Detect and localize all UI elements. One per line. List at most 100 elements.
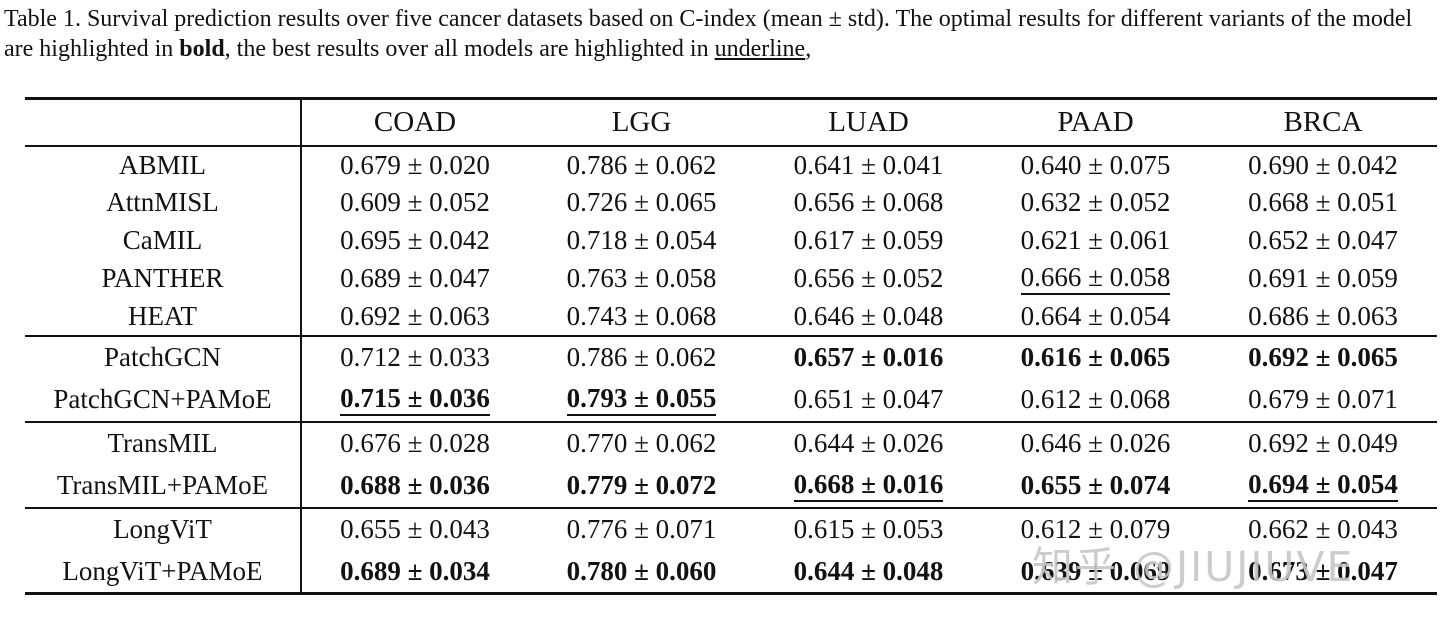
value-cell: 0.612 ± 0.079 — [982, 508, 1209, 551]
row-group: PatchGCN 0.712 ± 0.033 0.786 ± 0.062 0.657 … — [25, 335, 1437, 422]
value-text: 0.715 ± 0.036 — [340, 384, 490, 416]
table-row: ABMIL 0.679 ± 0.020 0.786 ± 0.062 0.641 ± 0… — [25, 145, 1437, 184]
table-row: TransMIL+PAMoE 0.688 ± 0.036 0.779 ± 0.072… — [25, 464, 1437, 508]
table-row: AttnMISL 0.609 ± 0.052 0.726 ± 0.065 0.656 … — [25, 183, 1437, 222]
caption-prefix: Table 1. Survival prediction results ove… — [4, 6, 1413, 62]
survival-results-table: COAD LGG LUAD PAAD BRCA ABMIL 0.679 ± 0.020 0.… — [25, 97, 1437, 595]
value-text: 0.646 ± 0.048 — [793, 300, 944, 331]
value-cell: 0.639 ± 0.069 — [982, 551, 1209, 594]
value-cell: 0.632 ± 0.052 — [982, 184, 1209, 222]
column-header: PAAD — [982, 98, 1209, 147]
value-cell: 0.763 ± 0.058 — [528, 260, 755, 298]
value-cell: 0.718 ± 0.054 — [528, 222, 755, 260]
value-cell: 0.679 ± 0.020 — [301, 146, 528, 184]
model-name: PatchGCN+PAMoE — [25, 378, 302, 422]
value-text: 0.640 ± 0.075 — [1020, 149, 1171, 180]
value-text: 0.655 ± 0.043 — [340, 514, 490, 544]
value-cell: 0.644 ± 0.048 — [755, 551, 982, 594]
row-group: TransMIL 0.676 ± 0.028 0.770 ± 0.062 0.644 … — [25, 421, 1437, 508]
model-name: CaMIL — [25, 221, 302, 260]
value-text: 0.718 ± 0.054 — [566, 225, 717, 255]
value-cell: 0.655 ± 0.074 — [982, 465, 1209, 508]
value-cell: 0.770 ± 0.062 — [528, 422, 755, 465]
value-text: 0.664 ± 0.054 — [1020, 300, 1171, 331]
value-text: 0.666 ± 0.058 — [1020, 263, 1171, 295]
table-row: PatchGCN+PAMoE 0.715 ± 0.036 0.793 ± 0.055… — [25, 378, 1437, 422]
value-text: 0.673 ± 0.047 — [1248, 555, 1398, 586]
table-row: TransMIL 0.676 ± 0.028 0.770 ± 0.062 0.644 … — [25, 421, 1437, 465]
row-group: ABMIL 0.679 ± 0.020 0.786 ± 0.062 0.641 ± 0… — [25, 145, 1437, 336]
value-cell: 0.616 ± 0.065 — [982, 336, 1209, 379]
value-cell: 0.692 ± 0.065 — [1209, 336, 1437, 379]
value-cell: 0.786 ± 0.062 — [528, 336, 755, 379]
column-header: BRCA — [1209, 98, 1437, 147]
value-text: 0.609 ± 0.052 — [340, 187, 490, 217]
value-cell: 0.695 ± 0.042 — [301, 222, 528, 260]
value-text: 0.689 ± 0.034 — [340, 555, 490, 586]
table-caption: Table 1. Survival prediction results ove… — [4, 4, 1438, 64]
value-cell: 0.673 ± 0.047 — [1209, 551, 1437, 594]
caption-underline-word: underline — [714, 36, 806, 62]
value-text: 0.695 ± 0.042 — [340, 225, 490, 255]
value-text: 0.668 ± 0.016 — [793, 470, 944, 502]
value-text: 0.644 ± 0.026 — [793, 428, 944, 458]
value-text: 0.652 ± 0.047 — [1248, 225, 1398, 255]
model-name: AttnMISL — [25, 183, 302, 222]
value-text: 0.617 ± 0.059 — [793, 225, 944, 255]
header-row: COAD LGG LUAD PAAD BRCA — [25, 98, 1437, 147]
value-text: 0.786 ± 0.062 — [566, 149, 717, 180]
value-cell: 0.640 ± 0.075 — [982, 146, 1209, 184]
column-header: LUAD — [755, 98, 982, 147]
value-text: 0.694 ± 0.054 — [1248, 470, 1398, 502]
value-cell: 0.668 ± 0.016 — [755, 465, 982, 508]
value-cell: 0.656 ± 0.068 — [755, 184, 982, 222]
value-cell: 0.689 ± 0.034 — [301, 551, 528, 594]
value-text: 0.692 ± 0.063 — [340, 300, 490, 331]
value-text: 0.763 ± 0.058 — [566, 263, 717, 293]
value-text: 0.679 ± 0.071 — [1248, 384, 1398, 414]
value-text: 0.657 ± 0.016 — [793, 342, 944, 372]
value-cell: 0.646 ± 0.048 — [755, 298, 982, 336]
value-text: 0.691 ± 0.059 — [1248, 263, 1398, 293]
row-group: LongViT 0.655 ± 0.043 0.776 ± 0.071 0.615 ±… — [25, 507, 1437, 594]
model-name: PANTHER — [25, 259, 302, 298]
column-header: COAD — [301, 98, 528, 147]
value-text: 0.632 ± 0.052 — [1020, 187, 1171, 217]
value-cell: 0.668 ± 0.051 — [1209, 184, 1437, 222]
value-cell: 0.688 ± 0.036 — [301, 465, 528, 508]
model-name: TransMIL — [25, 421, 302, 465]
value-text: 0.780 ± 0.060 — [566, 555, 717, 586]
table-row: LongViT+PAMoE 0.689 ± 0.034 0.780 ± 0.060 0… — [25, 550, 1437, 594]
value-text: 0.651 ± 0.047 — [793, 384, 944, 414]
table-row: PANTHER 0.689 ± 0.047 0.763 ± 0.058 0.656 ±… — [25, 259, 1437, 298]
value-cell: 0.666 ± 0.058 — [982, 260, 1209, 298]
value-cell: 0.692 ± 0.049 — [1209, 422, 1437, 465]
value-text: 0.615 ± 0.053 — [793, 514, 944, 544]
value-cell: 0.689 ± 0.047 — [301, 260, 528, 298]
value-cell: 0.651 ± 0.047 — [755, 379, 982, 422]
value-text: 0.668 ± 0.051 — [1248, 187, 1398, 217]
model-name: LongViT — [25, 507, 302, 551]
value-text: 0.786 ± 0.062 — [566, 342, 717, 372]
value-text: 0.690 ± 0.042 — [1248, 149, 1398, 180]
value-cell: 0.686 ± 0.063 — [1209, 298, 1437, 336]
value-text: 0.612 ± 0.079 — [1020, 514, 1171, 544]
value-cell: 0.690 ± 0.042 — [1209, 146, 1437, 184]
value-cell: 0.726 ± 0.065 — [528, 184, 755, 222]
value-text: 0.679 ± 0.020 — [340, 149, 490, 180]
model-name: PatchGCN — [25, 335, 302, 379]
value-cell: 0.609 ± 0.052 — [301, 184, 528, 222]
value-cell: 0.694 ± 0.054 — [1209, 465, 1437, 508]
value-text: 0.692 ± 0.065 — [1248, 342, 1398, 372]
value-text: 0.646 ± 0.026 — [1020, 428, 1171, 458]
table-row: CaMIL 0.695 ± 0.042 0.718 ± 0.054 0.617 ± 0… — [25, 221, 1437, 260]
model-name: LongViT+PAMoE — [25, 550, 302, 594]
value-text: 0.776 ± 0.071 — [566, 514, 717, 544]
table-row: PatchGCN 0.712 ± 0.033 0.786 ± 0.062 0.657 … — [25, 335, 1437, 379]
value-text: 0.692 ± 0.049 — [1248, 428, 1398, 458]
value-cell: 0.655 ± 0.043 — [301, 508, 528, 551]
value-cell: 0.779 ± 0.072 — [528, 465, 755, 508]
value-text: 0.676 ± 0.028 — [340, 428, 490, 458]
table-row: HEAT 0.692 ± 0.063 0.743 ± 0.068 0.646 ± 0.… — [25, 297, 1437, 336]
value-text: 0.641 ± 0.041 — [793, 149, 944, 180]
